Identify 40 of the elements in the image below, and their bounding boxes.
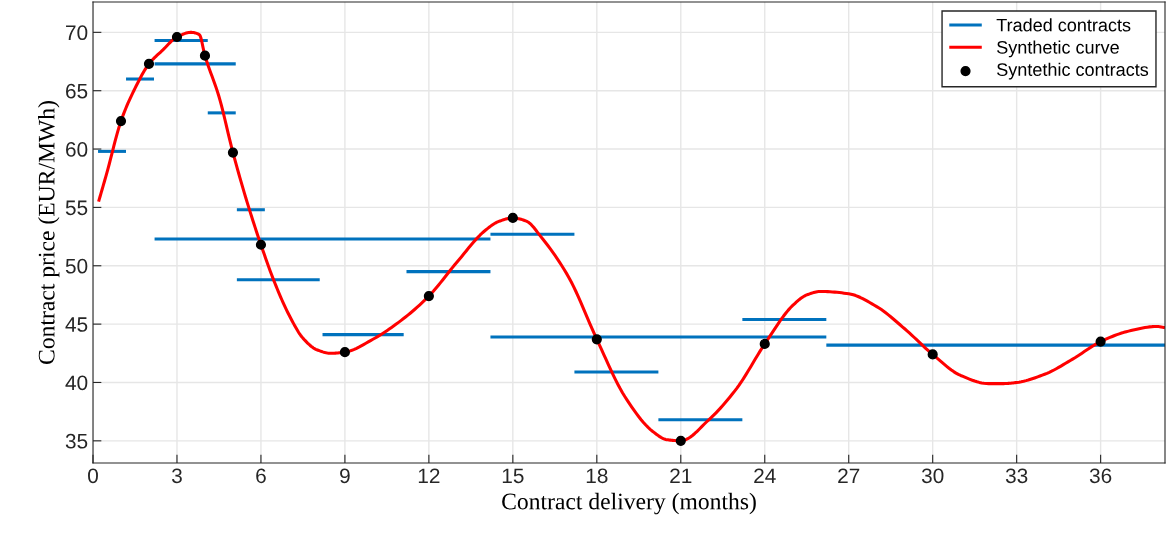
x-tick-label: 30: [921, 468, 944, 484]
point: [927, 349, 938, 360]
point: [591, 334, 602, 345]
legend-label: Synthetic curve: [997, 40, 1119, 58]
x-tick-label: 9: [340, 468, 350, 484]
point: [227, 147, 239, 158]
y-tick-label: 60: [66, 142, 88, 157]
point: [171, 31, 183, 43]
y-tick-label: 35: [65, 433, 88, 449]
y-tick-label: 45: [65, 317, 88, 332]
point: [507, 212, 518, 223]
y-tick-label: 70: [66, 25, 88, 41]
x-tick-label: 0: [88, 468, 98, 484]
x-tick-label: 12: [418, 468, 440, 483]
legend-label: Syntethic contracts: [997, 62, 1149, 80]
point: [143, 58, 155, 69]
x-tick-label: 3: [171, 468, 182, 484]
x-tick-label: 33: [1005, 468, 1028, 484]
x-tick-label: 15: [502, 468, 524, 484]
point: [199, 50, 211, 61]
x-tick-label: 6: [256, 468, 266, 484]
x-tick-label: 21: [670, 468, 692, 483]
point: [675, 435, 686, 446]
y-tick-label: 40: [65, 375, 88, 391]
legend-label: Traded contracts: [996, 18, 1131, 32]
x-tick-label: 27: [838, 468, 860, 483]
point: [1095, 336, 1106, 347]
y-axis-title: Contract price (EUR/MWh): [38, 101, 60, 364]
point: [423, 291, 434, 302]
y-tick-label: 65: [66, 83, 88, 99]
x-tick-label: 24: [754, 468, 776, 483]
x-tick-label: 18: [586, 468, 608, 484]
point: [115, 115, 127, 127]
point: [759, 338, 770, 350]
x-axis-title: Contract delivery (months): [502, 492, 756, 515]
y-tick-label: 50: [65, 258, 88, 274]
point: [339, 347, 350, 358]
x-tick-label: 36: [1089, 468, 1112, 484]
y-tick-label: 55: [65, 200, 88, 216]
point: [255, 239, 267, 250]
